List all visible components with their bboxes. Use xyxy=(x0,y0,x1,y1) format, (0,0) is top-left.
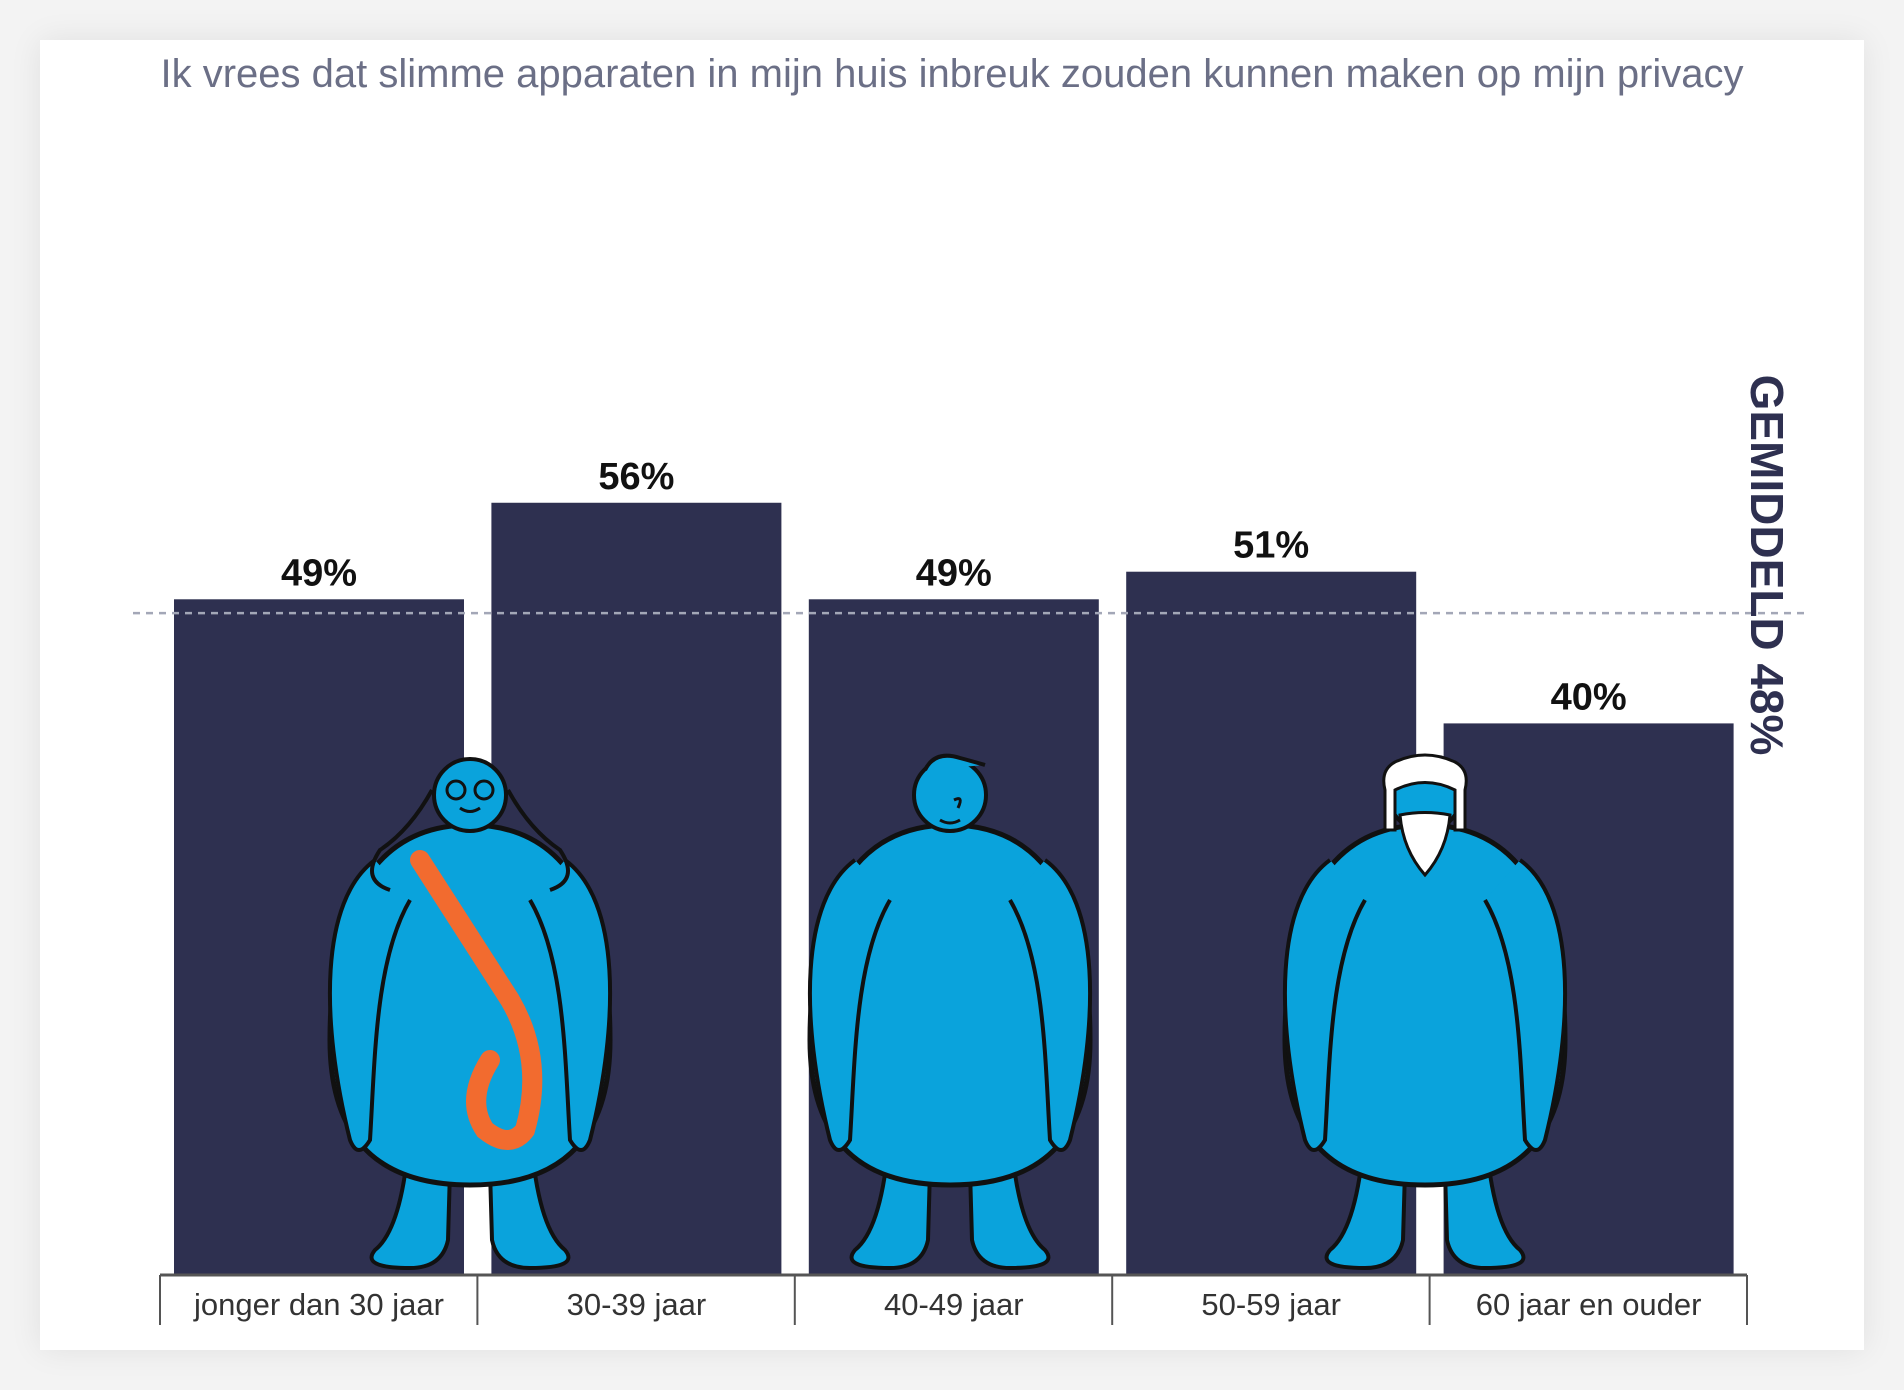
value-label-2: 56% xyxy=(598,456,674,498)
category-label-1: jonger dan 30 jaar xyxy=(193,1287,444,1322)
x-axis: jonger dan 30 jaar 30-39 jaar 40-49 jaar 50… xyxy=(159,1273,1748,1325)
category-label-3: 40-49 jaar xyxy=(884,1287,1024,1322)
value-label-3: 49% xyxy=(916,552,992,594)
chart-title: Ik vrees dat slimme apparaten in mijn hu… xyxy=(160,52,1744,96)
person-figure-young xyxy=(327,757,613,1271)
value-labels-layer: 49% 56% 49% 51% 40% xyxy=(281,456,1627,719)
illustration-layer xyxy=(327,753,1568,1271)
person-figure-middle xyxy=(807,753,1093,1271)
category-label-4: 50-59 jaar xyxy=(1201,1287,1341,1322)
category-label-5: 60 jaar en ouder xyxy=(1476,1287,1702,1322)
person-figure-older xyxy=(1282,753,1568,1271)
value-label-1: 49% xyxy=(281,552,357,594)
value-label-5: 40% xyxy=(1551,676,1627,718)
average-label: GEMIDDELD 48% xyxy=(1741,374,1793,756)
category-label-2: 30-39 jaar xyxy=(567,1287,707,1322)
value-label-4: 51% xyxy=(1233,525,1309,567)
